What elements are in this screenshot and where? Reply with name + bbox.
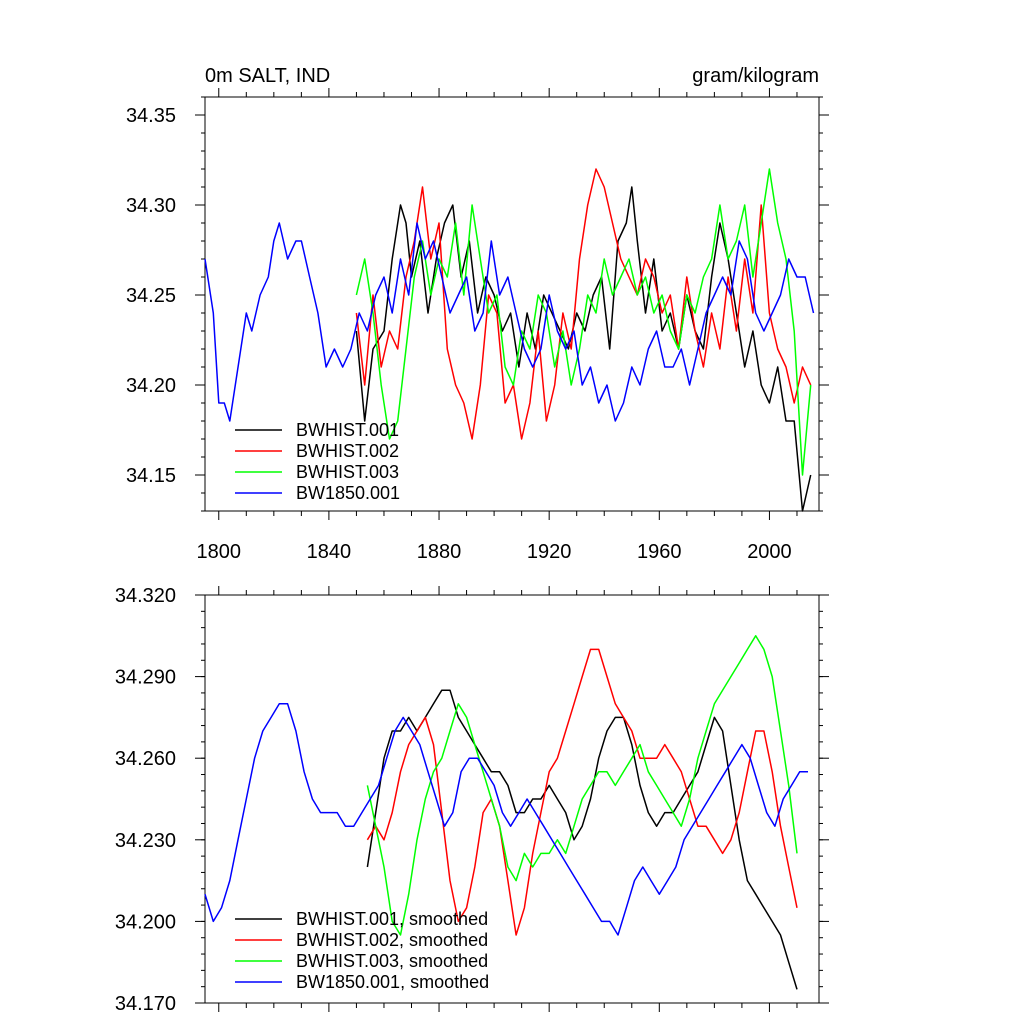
x-tick-label: 2000	[747, 541, 792, 563]
legend-label: BWHIST.001, smoothed	[296, 909, 488, 929]
series-line	[204, 703, 808, 936]
y-tick-label: 34.35	[126, 105, 176, 127]
series-lines	[204, 635, 808, 990]
x-tick-label: 1840	[307, 541, 352, 563]
x-tick-label: 1920	[527, 541, 572, 563]
x-tick-label: 1800	[197, 541, 242, 563]
legend-label: BW1850.001	[296, 483, 400, 503]
y-tick-label: 34.30	[126, 195, 176, 217]
y-tick-label: 34.200	[115, 911, 176, 933]
axis-ticks: 1800 1840 1880 1920 1960 2000 34.15 34.20 34.25 3…	[126, 88, 829, 563]
series-line	[204, 222, 815, 422]
legend-label: BWHIST.001	[296, 420, 399, 440]
legend-label: BW1850.001, smoothed	[296, 972, 489, 992]
legend-label: BWHIST.003	[296, 462, 399, 482]
series-line	[355, 168, 812, 440]
y-tick-label: 34.260	[115, 748, 176, 770]
y-tick-label: 34.320	[115, 585, 176, 607]
y-tick-label: 34.25	[126, 285, 176, 307]
series-line	[366, 648, 798, 936]
y-tick-label: 34.230	[115, 830, 176, 852]
y-tick-label: 34.170	[115, 993, 176, 1015]
series-line	[355, 168, 812, 476]
x-tick-label: 1880	[417, 541, 462, 563]
top-panel: 0m SALT, IND gram/kilogram 1800 1840 1880 1…	[126, 65, 829, 563]
plot-frame	[204, 594, 820, 1004]
series-line	[366, 689, 798, 990]
panel-title-left: 0m SALT, IND	[205, 65, 330, 87]
y-tick-label: 34.290	[115, 667, 176, 689]
plot-frame	[204, 96, 820, 512]
x-tick-label: 1960	[637, 541, 682, 563]
series-lines	[204, 168, 815, 512]
legend-label: BWHIST.003, smoothed	[296, 951, 488, 971]
legend-label: BWHIST.002, smoothed	[296, 930, 488, 950]
bottom-panel: 34.170 34.200 34.230 34.260 34.290 34.320 BWH…	[115, 585, 829, 1015]
y-tick-label: 34.20	[126, 375, 176, 397]
y-tick-label: 34.15	[126, 465, 176, 487]
legend-label: BWHIST.002	[296, 441, 399, 461]
series-line	[366, 635, 798, 936]
axis-ticks: 34.170 34.200 34.230 34.260 34.290 34.320	[115, 585, 829, 1015]
panel-title-right: gram/kilogram	[692, 65, 819, 87]
